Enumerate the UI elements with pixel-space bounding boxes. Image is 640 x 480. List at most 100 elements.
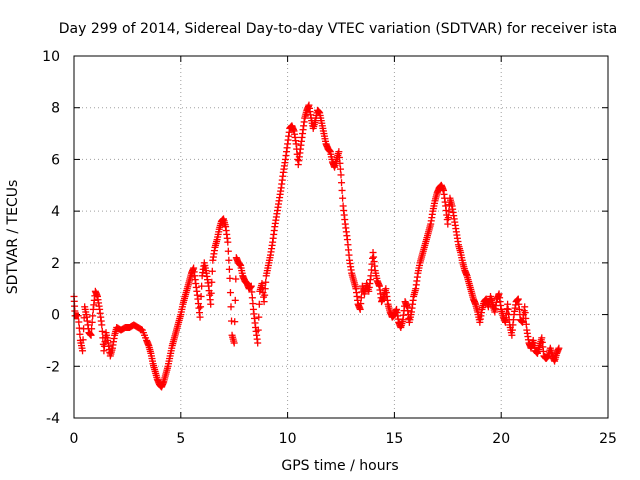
data-point-marker bbox=[522, 320, 530, 328]
data-point-marker bbox=[296, 149, 304, 157]
data-point-marker bbox=[471, 299, 479, 307]
data-point-marker bbox=[275, 200, 283, 208]
y-tick-label: 6 bbox=[51, 152, 60, 168]
x-tick-label: 20 bbox=[492, 431, 510, 447]
data-point-marker bbox=[283, 144, 291, 152]
data-point-marker bbox=[195, 309, 203, 317]
data-point-marker bbox=[439, 185, 447, 193]
data-point-marker bbox=[193, 291, 201, 299]
data-point-marker bbox=[75, 318, 83, 326]
data-point-marker bbox=[552, 351, 560, 359]
data-point-marker bbox=[88, 325, 96, 333]
data-point-marker bbox=[285, 128, 293, 136]
data-point-marker bbox=[430, 199, 438, 207]
data-point-marker bbox=[418, 253, 426, 261]
data-point-marker bbox=[319, 127, 327, 135]
data-point-marker bbox=[518, 318, 526, 326]
data-point-marker bbox=[497, 302, 505, 310]
data-point-marker bbox=[270, 227, 278, 235]
data-point-marker bbox=[97, 317, 105, 325]
data-point-marker bbox=[386, 306, 394, 314]
data-point-marker bbox=[236, 261, 244, 269]
data-point-marker bbox=[261, 291, 269, 299]
data-point-marker bbox=[452, 225, 460, 233]
data-point-marker bbox=[433, 191, 441, 199]
y-tick-label: 8 bbox=[51, 101, 60, 117]
x-axis-label: GPS time / hours bbox=[281, 458, 398, 474]
data-point-marker bbox=[403, 302, 411, 310]
data-point-marker bbox=[262, 278, 270, 286]
data-point-marker bbox=[356, 304, 364, 312]
data-point-marker bbox=[279, 172, 287, 180]
data-point-marker bbox=[224, 247, 232, 255]
data-point-marker bbox=[413, 273, 421, 281]
data-point-marker bbox=[225, 256, 233, 264]
data-point-marker bbox=[420, 245, 428, 253]
data-point-marker bbox=[255, 313, 263, 321]
data-point-marker bbox=[73, 312, 81, 320]
data-point-marker bbox=[206, 296, 214, 304]
x-tick-label: 0 bbox=[70, 431, 79, 447]
data-point-marker bbox=[375, 281, 383, 289]
data-point-marker bbox=[231, 296, 239, 304]
data-point-marker bbox=[264, 264, 272, 272]
data-point-marker bbox=[227, 303, 235, 311]
data-point-marker bbox=[349, 275, 357, 283]
data-point-marker bbox=[95, 302, 103, 310]
data-point-marker bbox=[202, 267, 210, 275]
data-point-marker bbox=[253, 335, 261, 343]
data-point-marker bbox=[509, 316, 517, 324]
data-point-marker bbox=[163, 364, 171, 372]
y-tick-label: -4 bbox=[46, 411, 60, 427]
data-point-marker bbox=[261, 285, 269, 293]
data-point-marker bbox=[339, 194, 347, 202]
data-point-marker bbox=[213, 238, 221, 246]
data-point-marker bbox=[151, 366, 159, 374]
data-point-marker bbox=[458, 256, 466, 264]
y-tick-label: 0 bbox=[51, 308, 60, 324]
data-point-marker bbox=[79, 336, 87, 344]
data-point-marker bbox=[428, 210, 436, 218]
data-point-marker bbox=[231, 318, 239, 326]
data-point-marker bbox=[181, 294, 189, 302]
data-point-marker bbox=[354, 296, 362, 304]
data-point-marker bbox=[191, 276, 199, 284]
data-point-marker bbox=[315, 108, 323, 116]
data-point-marker bbox=[87, 331, 95, 339]
data-point-marker bbox=[161, 372, 169, 380]
data-point-marker bbox=[477, 309, 485, 317]
data-point-marker bbox=[104, 336, 112, 344]
data-point-marker bbox=[467, 285, 475, 293]
data-point-marker bbox=[554, 345, 562, 353]
data-point-marker bbox=[460, 265, 468, 273]
data-point-marker bbox=[338, 179, 346, 187]
data-point-marker bbox=[345, 251, 353, 259]
data-point-marker bbox=[422, 238, 430, 246]
data-point-marker bbox=[230, 337, 238, 345]
data-point-marker bbox=[207, 289, 215, 297]
data-point-marker bbox=[238, 269, 246, 277]
data-point-marker bbox=[465, 278, 473, 286]
data-point-marker bbox=[501, 317, 509, 325]
data-point-marker bbox=[71, 307, 79, 315]
chart-title: Day 299 of 2014, Sidereal Day-to-day VTE… bbox=[59, 21, 617, 37]
data-point-marker bbox=[347, 266, 355, 274]
data-point-marker bbox=[409, 296, 417, 304]
x-tick-label: 15 bbox=[385, 431, 403, 447]
data-point-marker bbox=[146, 347, 154, 355]
data-point-marker bbox=[170, 336, 178, 344]
data-point-marker bbox=[255, 300, 263, 308]
data-point-marker bbox=[208, 278, 216, 286]
data-point-marker bbox=[326, 147, 334, 155]
data-point-marker bbox=[254, 326, 262, 334]
data-point-marker bbox=[153, 373, 161, 381]
data-point-marker bbox=[166, 355, 174, 363]
data-point-marker bbox=[78, 344, 86, 352]
data-point-marker bbox=[226, 274, 234, 282]
data-point-marker bbox=[183, 287, 191, 295]
data-point-marker bbox=[307, 111, 315, 119]
data-point-marker bbox=[197, 303, 205, 311]
plot-frame bbox=[73, 55, 609, 419]
data-point-marker bbox=[88, 318, 96, 326]
